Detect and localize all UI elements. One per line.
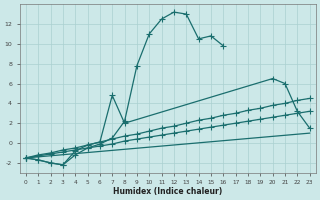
X-axis label: Humidex (Indice chaleur): Humidex (Indice chaleur) — [113, 187, 222, 196]
